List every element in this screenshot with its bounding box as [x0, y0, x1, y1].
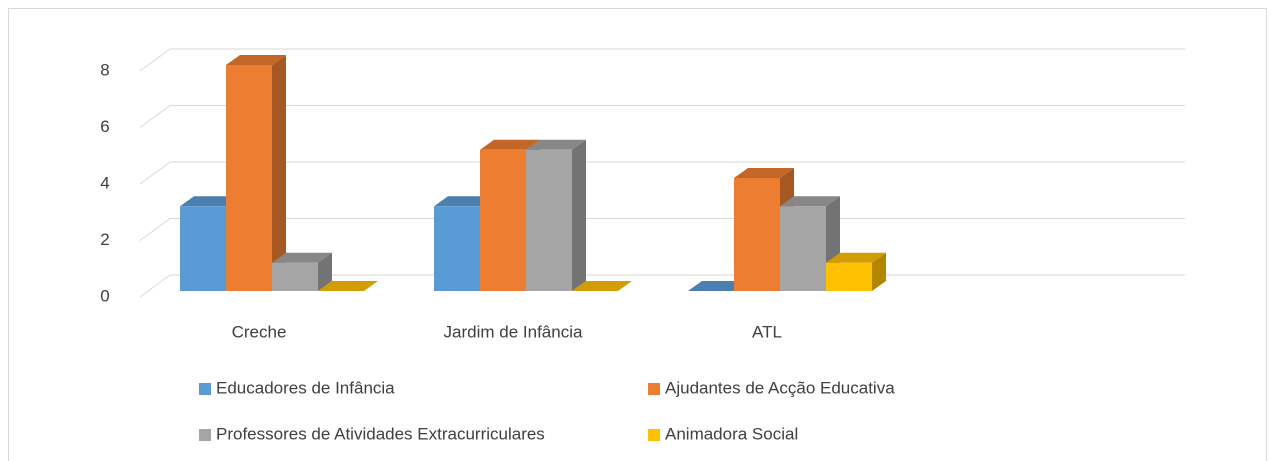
grid-line	[139, 48, 171, 72]
y-tick-label: 8	[100, 60, 109, 79]
bar-top	[434, 196, 494, 207]
bar	[318, 281, 378, 291]
legend-label: Ajudantes de Acção Educativa	[665, 378, 895, 397]
grid-line	[139, 274, 171, 298]
bar-front	[272, 262, 318, 291]
y-tick-label: 2	[100, 230, 109, 249]
bar	[272, 252, 332, 291]
chart-border	[8, 8, 1267, 461]
legend-swatch	[648, 383, 660, 395]
legend-label: Educadores de Infância	[216, 378, 395, 397]
bar-top	[572, 281, 632, 291]
bar-side	[572, 139, 586, 291]
bar-top	[826, 252, 886, 263]
x-tick-label: ATL	[752, 322, 782, 341]
bar	[826, 252, 886, 291]
bar-top	[734, 168, 794, 178]
bar-front	[780, 206, 826, 291]
x-tick-label: Creche	[232, 322, 287, 341]
bar	[688, 281, 748, 291]
y-tick-label: 4	[100, 173, 109, 192]
grid-line	[139, 105, 171, 128]
bar-top	[226, 55, 286, 65]
bar-side	[318, 252, 332, 291]
bar-front	[480, 149, 526, 291]
legend-swatch	[199, 429, 211, 441]
bar-top	[688, 281, 748, 291]
bar-top	[318, 281, 378, 291]
bar	[572, 281, 632, 291]
bar-top	[272, 252, 332, 263]
bar-top	[526, 139, 586, 150]
bar-front	[434, 206, 480, 291]
grid-line	[139, 161, 171, 185]
y-tick-label: 0	[100, 286, 109, 305]
bar-side	[272, 55, 286, 291]
x-tick-label: Jardim de Infância	[444, 322, 583, 341]
bar	[226, 55, 286, 291]
legend-label: Professores de Atividades Extracurricula…	[216, 424, 545, 443]
bar	[480, 139, 540, 291]
bar	[526, 139, 586, 291]
legend-swatch	[199, 383, 211, 395]
y-tick-label: 6	[100, 117, 109, 136]
bar-top	[180, 196, 240, 207]
bar-front	[734, 178, 780, 291]
legend-label: Animadora Social	[665, 424, 798, 443]
bar-top	[780, 196, 840, 207]
legend-swatch	[648, 429, 660, 441]
bar-front	[226, 65, 272, 291]
bar-front	[526, 149, 572, 291]
grid-line	[139, 218, 171, 241]
bar-top	[480, 139, 540, 150]
bar-side	[872, 252, 886, 291]
bar-front	[180, 206, 226, 291]
bar-front	[826, 262, 872, 291]
